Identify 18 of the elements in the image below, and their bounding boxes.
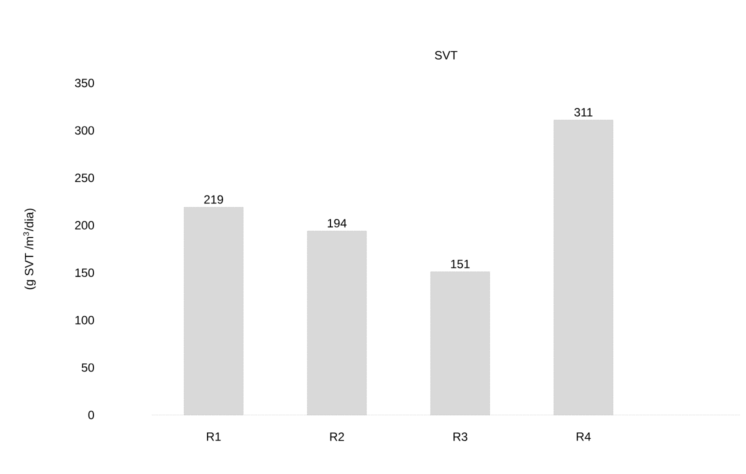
y-axis-title: (g SVT /m$^{3}$/dia) [23,208,36,290]
y-tick-label: 300 [74,126,94,135]
y-tick-label: 250 [75,174,94,182]
y-tick-label: 200 [75,221,94,230]
y-tick-label: 0 [88,410,94,420]
y-tick-label: 50 [82,363,94,372]
x-tick-label: R4 [576,432,591,441]
y-tick-label: 150 [75,268,94,277]
data-label: 151 [451,260,470,268]
x-tick-label: R1 [206,432,221,441]
y-tick-label: 350 [74,78,94,88]
data-label: 194 [328,218,347,228]
chart-title: SVT [434,51,458,60]
x-tick-label: R3 [454,432,468,441]
data-label: 311 [574,108,592,116]
data-label: 219 [204,195,224,204]
x-tick-label: R2 [330,432,344,441]
y-tick-label: 100 [75,316,94,324]
